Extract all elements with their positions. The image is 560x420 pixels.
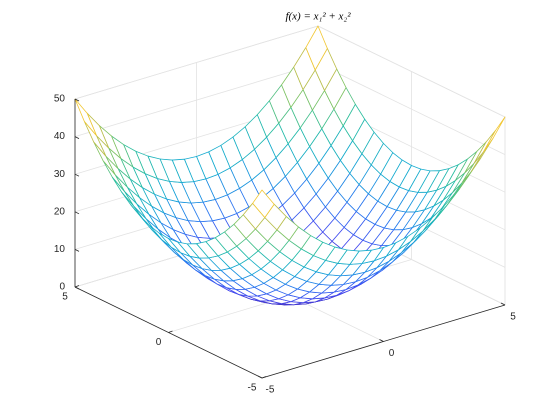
mesh-face — [483, 116, 506, 153]
mesh — [74, 25, 506, 306]
y-tick-label: 0 — [156, 337, 162, 348]
grid-line — [317, 63, 506, 155]
x-tick — [379, 339, 384, 342]
grid-line — [74, 25, 319, 100]
z-tick-label: 20 — [54, 206, 66, 217]
z-tick — [74, 98, 80, 102]
grid-line — [74, 63, 319, 137]
z-tick-label: 0 — [59, 282, 65, 293]
z-tick-label: 40 — [54, 131, 66, 142]
z-tick — [74, 173, 80, 177]
chart-title: f(x) = x₁² + x₂² — [285, 11, 351, 23]
y-tick-label: -5 — [248, 383, 257, 394]
y-tick — [168, 330, 173, 333]
z-tick — [74, 249, 80, 252]
z-tick-label: 50 — [54, 94, 66, 105]
z-tick-label: 10 — [54, 244, 66, 255]
z-tick — [74, 211, 80, 215]
z-tick — [74, 136, 80, 139]
z-tick — [74, 286, 80, 290]
y-tick — [74, 285, 80, 288]
x-tick-label: 5 — [510, 312, 516, 323]
x-tick — [257, 375, 263, 379]
y-tick — [261, 376, 267, 379]
grid-line — [317, 25, 506, 118]
x-tick — [500, 302, 506, 306]
x-tick-label: 0 — [389, 348, 395, 359]
z-tick-label: 30 — [54, 169, 66, 180]
y-tick-label: 5 — [62, 292, 68, 303]
mesh-face — [305, 25, 328, 71]
mesh-face — [74, 98, 97, 137]
mesh-face — [252, 189, 275, 218]
x-tick-label: -5 — [266, 385, 275, 396]
